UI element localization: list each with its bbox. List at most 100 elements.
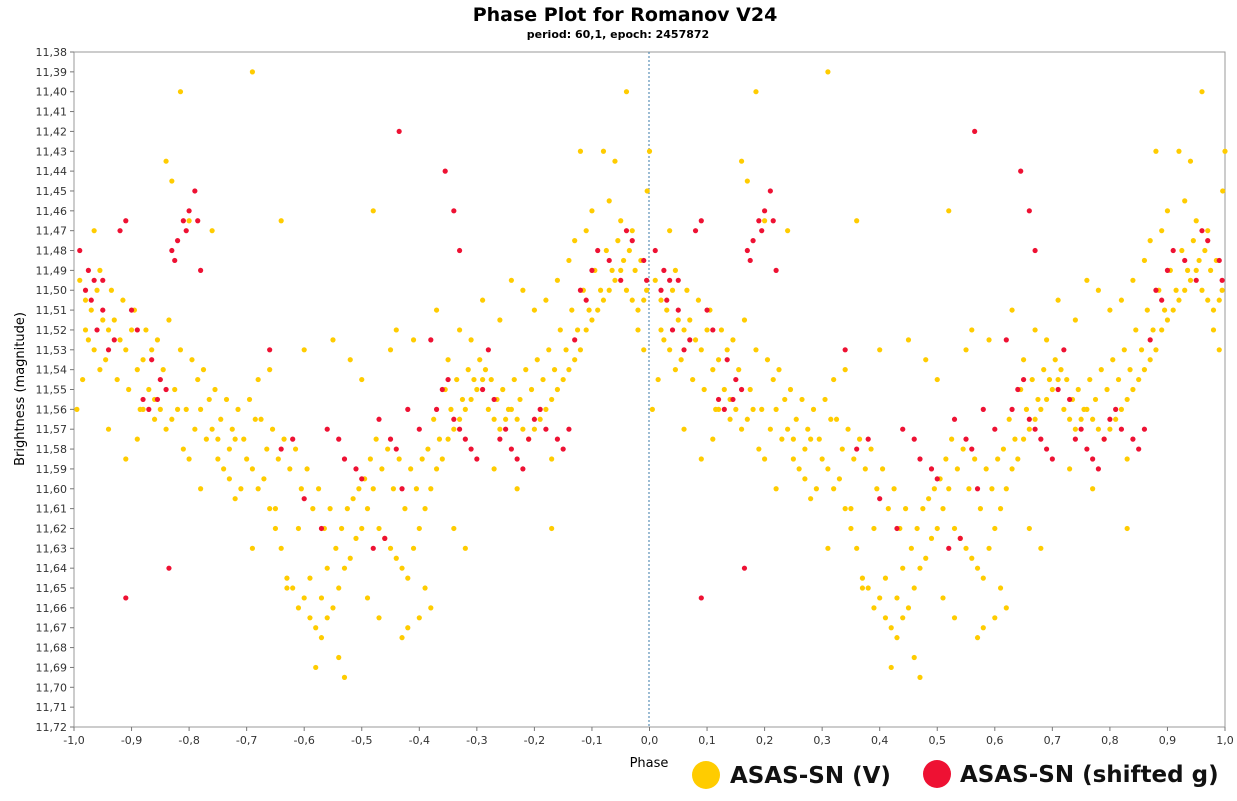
- data-point: [551, 367, 558, 373]
- data-point: [1052, 357, 1058, 363]
- data-point: [459, 396, 466, 403]
- data-point: [629, 228, 635, 234]
- data-point: [267, 367, 273, 373]
- data-point: [359, 476, 365, 482]
- data-point: [1043, 446, 1050, 452]
- data-point: [905, 605, 912, 611]
- x-tick-label: -0,8: [178, 734, 199, 747]
- data-point: [1038, 436, 1044, 442]
- data-point: [272, 525, 279, 532]
- data-point: [169, 247, 175, 254]
- data-point: [1026, 525, 1032, 532]
- data-point: [531, 416, 538, 422]
- data-point: [1118, 297, 1125, 303]
- data-point: [1101, 436, 1107, 442]
- data-point: [621, 257, 627, 264]
- data-point: [1182, 257, 1188, 264]
- data-point: [928, 466, 935, 472]
- data-point: [641, 347, 647, 353]
- data-point: [917, 674, 923, 680]
- x-tick-label: -0,3: [466, 734, 487, 747]
- data-point: [1164, 317, 1171, 323]
- data-point: [393, 446, 399, 452]
- data-point: [497, 426, 503, 432]
- data-point: [934, 525, 940, 532]
- data-point: [249, 545, 256, 551]
- data-point: [186, 208, 192, 214]
- data-point: [385, 446, 391, 452]
- data-point: [753, 347, 759, 353]
- data-point: [914, 525, 920, 532]
- data-point: [678, 357, 684, 363]
- data-point: [549, 456, 555, 462]
- data-point: [456, 327, 463, 333]
- data-point: [410, 337, 417, 343]
- data-point: [1220, 188, 1226, 194]
- data-point: [877, 496, 883, 502]
- data-point: [149, 347, 155, 353]
- data-point: [433, 307, 440, 313]
- data-point: [123, 347, 129, 353]
- data-point: [295, 525, 302, 532]
- data-point: [926, 496, 932, 502]
- data-point: [341, 565, 348, 571]
- data-point: [1061, 406, 1067, 412]
- data-point: [393, 555, 399, 561]
- data-point: [698, 456, 704, 462]
- data-point: [983, 466, 989, 472]
- data-point: [1072, 436, 1078, 442]
- data-point: [1141, 426, 1148, 432]
- data-point: [928, 535, 935, 541]
- data-point: [324, 615, 330, 621]
- data-point: [350, 496, 356, 502]
- data-point: [825, 466, 831, 472]
- data-point: [609, 267, 615, 273]
- data-point: [612, 158, 618, 164]
- data-point: [825, 69, 831, 75]
- data-point: [163, 158, 169, 164]
- data-point: [649, 406, 655, 412]
- data-point: [315, 486, 322, 492]
- y-tick-label: 11,42: [36, 125, 68, 138]
- data-point: [514, 416, 520, 422]
- data-point: [1003, 605, 1009, 611]
- data-point: [1147, 357, 1153, 363]
- data-point: [1141, 367, 1148, 373]
- y-tick-label: 11,59: [36, 463, 68, 476]
- data-point: [900, 426, 906, 432]
- data-point: [756, 218, 762, 224]
- data-point: [854, 218, 860, 224]
- data-point: [923, 357, 929, 363]
- data-point: [442, 168, 448, 174]
- data-point: [606, 287, 612, 293]
- data-point: [839, 446, 845, 452]
- data-point: [635, 327, 641, 333]
- data-point: [692, 337, 699, 343]
- data-point: [790, 456, 796, 462]
- data-point: [1164, 267, 1171, 273]
- legend: ASAS-SN (V) ASAS-SN (shifted g): [692, 760, 1219, 789]
- legend-marker-v: [692, 761, 720, 789]
- data-point: [692, 228, 699, 234]
- data-point: [905, 337, 912, 343]
- data-point: [992, 615, 998, 621]
- data-point: [1193, 267, 1199, 273]
- data-point: [157, 376, 163, 383]
- data-point: [169, 416, 175, 422]
- data-point: [1009, 466, 1015, 472]
- data-point: [439, 456, 445, 462]
- data-point: [1058, 367, 1064, 373]
- data-point: [405, 575, 411, 581]
- data-point: [278, 545, 284, 551]
- data-point: [339, 525, 345, 532]
- data-point: [94, 327, 100, 333]
- data-point: [1173, 287, 1179, 293]
- data-point: [738, 426, 745, 432]
- data-point: [290, 585, 296, 591]
- data-point: [100, 307, 106, 313]
- data-point: [520, 287, 526, 293]
- data-point: [549, 525, 555, 532]
- data-point: [741, 317, 748, 323]
- data-point: [419, 456, 425, 462]
